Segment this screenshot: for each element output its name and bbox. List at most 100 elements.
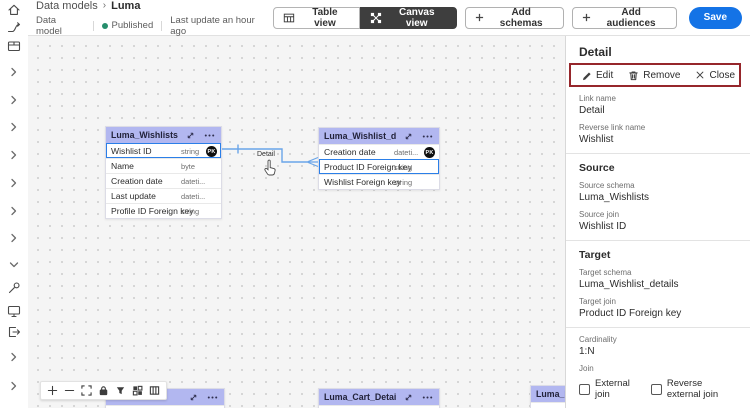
canvas-view-button[interactable]: Canvas view [359,6,457,29]
canvas-toolbar [40,381,167,400]
left-rail [0,0,28,408]
filter-button[interactable] [112,382,129,399]
rail-chevron-icon[interactable] [7,231,21,245]
field-name: Product ID Foreign key [324,162,412,172]
remove-button[interactable]: Remove [628,70,680,81]
browse-icon[interactable] [7,39,21,53]
field-row[interactable]: Creation date dateti... [106,173,221,188]
save-button[interactable]: Save [688,6,743,29]
field-row[interactable]: Creation date dateti... PK [319,144,439,159]
more-menu-icon[interactable] [206,391,219,404]
reverse-link-name-label: Reverse link name [579,123,646,132]
add-audiences-button[interactable]: Add audiences [571,6,677,29]
panel-title: Detail [579,45,612,59]
divider [92,20,94,31]
field-type: string [394,162,413,172]
target-schema-value: Luma_Wishlist_details [579,279,679,290]
field-row[interactable] [531,402,565,408]
field-row[interactable]: Wishlist ID string PK [106,143,221,158]
wrench-icon[interactable] [7,281,21,295]
close-icon [697,71,704,79]
reverse-external-join-label: Reverse external join [666,378,719,400]
expand-icon[interactable] [184,129,197,142]
more-menu-icon[interactable] [421,130,434,143]
view-toggle: Table view Canvas view [273,6,457,29]
external-join-checkbox[interactable] [579,383,590,395]
reverse-external-join-option[interactable]: Reverse external join [650,378,737,400]
rail-chevron-icon[interactable] [7,379,21,393]
monitor-icon[interactable] [7,304,21,318]
rail-chevron-icon[interactable] [7,148,21,162]
relationship-wire[interactable] [28,36,565,408]
status-badge: Published [111,20,154,31]
external-join-label: External join [595,378,630,400]
table-title: Luma_Reco [536,389,565,399]
zoom-out-button[interactable] [61,382,78,399]
field-name: Profile ID Foreign key [111,206,194,216]
rail-chevron-icon[interactable] [7,176,21,190]
detail-panel: Detail Edit Remove Close [565,36,750,408]
layout-columns-button[interactable] [146,382,163,399]
rail-chevron-icon[interactable] [7,93,21,107]
add-audiences-label: Add audiences [606,6,656,29]
table-luma-cart-details[interactable]: Luma_Cart_Details PK [318,388,440,408]
field-row[interactable]: Name byte [106,158,221,173]
trash-icon [629,70,638,80]
table-title: Luma_Wishlists [111,130,178,140]
close-button[interactable]: Close [695,70,735,81]
table-luma-wishlists[interactable]: Luma_Wishlists Wishlist ID string PK Nam… [105,126,222,219]
table-view-button[interactable]: Table view [273,6,360,29]
more-menu-icon[interactable] [203,129,216,142]
table-header[interactable]: Luma_Reco [531,386,565,402]
rail-chevron-icon[interactable] [7,65,21,79]
field-row[interactable]: PK [319,405,439,408]
field-row[interactable]: Profile ID Foreign key string [106,203,221,218]
field-name: Last update [111,191,156,201]
rail-chevron-icon[interactable] [7,204,21,218]
expand-icon[interactable] [187,391,200,404]
edit-button[interactable]: Edit [581,70,613,81]
link-name-value: Detail [579,105,605,116]
lock-button[interactable] [95,382,112,399]
field-name: Wishlist Foreign key [324,177,401,187]
field-row[interactable]: Last update dateti... [106,188,221,203]
more-menu-icon[interactable] [421,391,434,404]
zoom-in-button[interactable] [44,382,61,399]
table-view-icon [283,13,295,22]
field-type: dateti... [181,191,206,201]
page-title: Luma [111,0,141,12]
rail-chevron-icon[interactable] [7,350,21,364]
add-schemas-button[interactable]: Add schemas [464,6,564,29]
table-luma-wishlist-details[interactable]: Luma_Wishlist_details Creation date date… [318,127,440,190]
reverse-external-join-checkbox[interactable] [650,383,662,395]
field-row[interactable]: PK [106,405,224,408]
field-row[interactable]: Product ID Foreign key string [319,159,439,174]
rail-chevron-icon[interactable] [7,120,21,134]
expand-icon[interactable] [402,130,415,143]
field-name: Creation date [111,176,163,186]
field-type: byte [181,161,195,171]
external-join-option[interactable]: External join [579,378,635,400]
field-row[interactable]: Wishlist Foreign key string [319,174,439,189]
divider [161,20,163,31]
table-header[interactable]: Luma_Cart_Details [319,389,439,405]
fit-view-button[interactable] [78,382,95,399]
breadcrumb-separator: › [102,0,107,11]
add-schemas-label: Add schemas [499,6,543,29]
expand-icon[interactable] [402,391,415,404]
table-luma-reco[interactable]: Luma_Reco [530,385,565,408]
table-header[interactable]: Luma_Wishlist_details [319,128,439,144]
table-header[interactable]: Luma_Wishlists [106,127,221,143]
exit-icon[interactable] [7,325,21,339]
model-canvas[interactable]: Luma_Wishlists Wishlist ID string PK Nam… [28,36,565,408]
home-icon[interactable] [7,3,21,17]
workflows-icon[interactable] [7,20,21,34]
table-view-label: Table view [312,6,338,29]
mouse-pointer-cursor [262,159,278,182]
table-title: Luma_Cart_Details [324,392,396,402]
breadcrumb-data-models[interactable]: Data models [36,0,98,12]
layout-grid-button[interactable] [129,382,146,399]
rail-chevron-down-icon[interactable] [7,258,21,272]
field-name: Wishlist ID [111,146,152,156]
close-label: Close [709,69,736,81]
